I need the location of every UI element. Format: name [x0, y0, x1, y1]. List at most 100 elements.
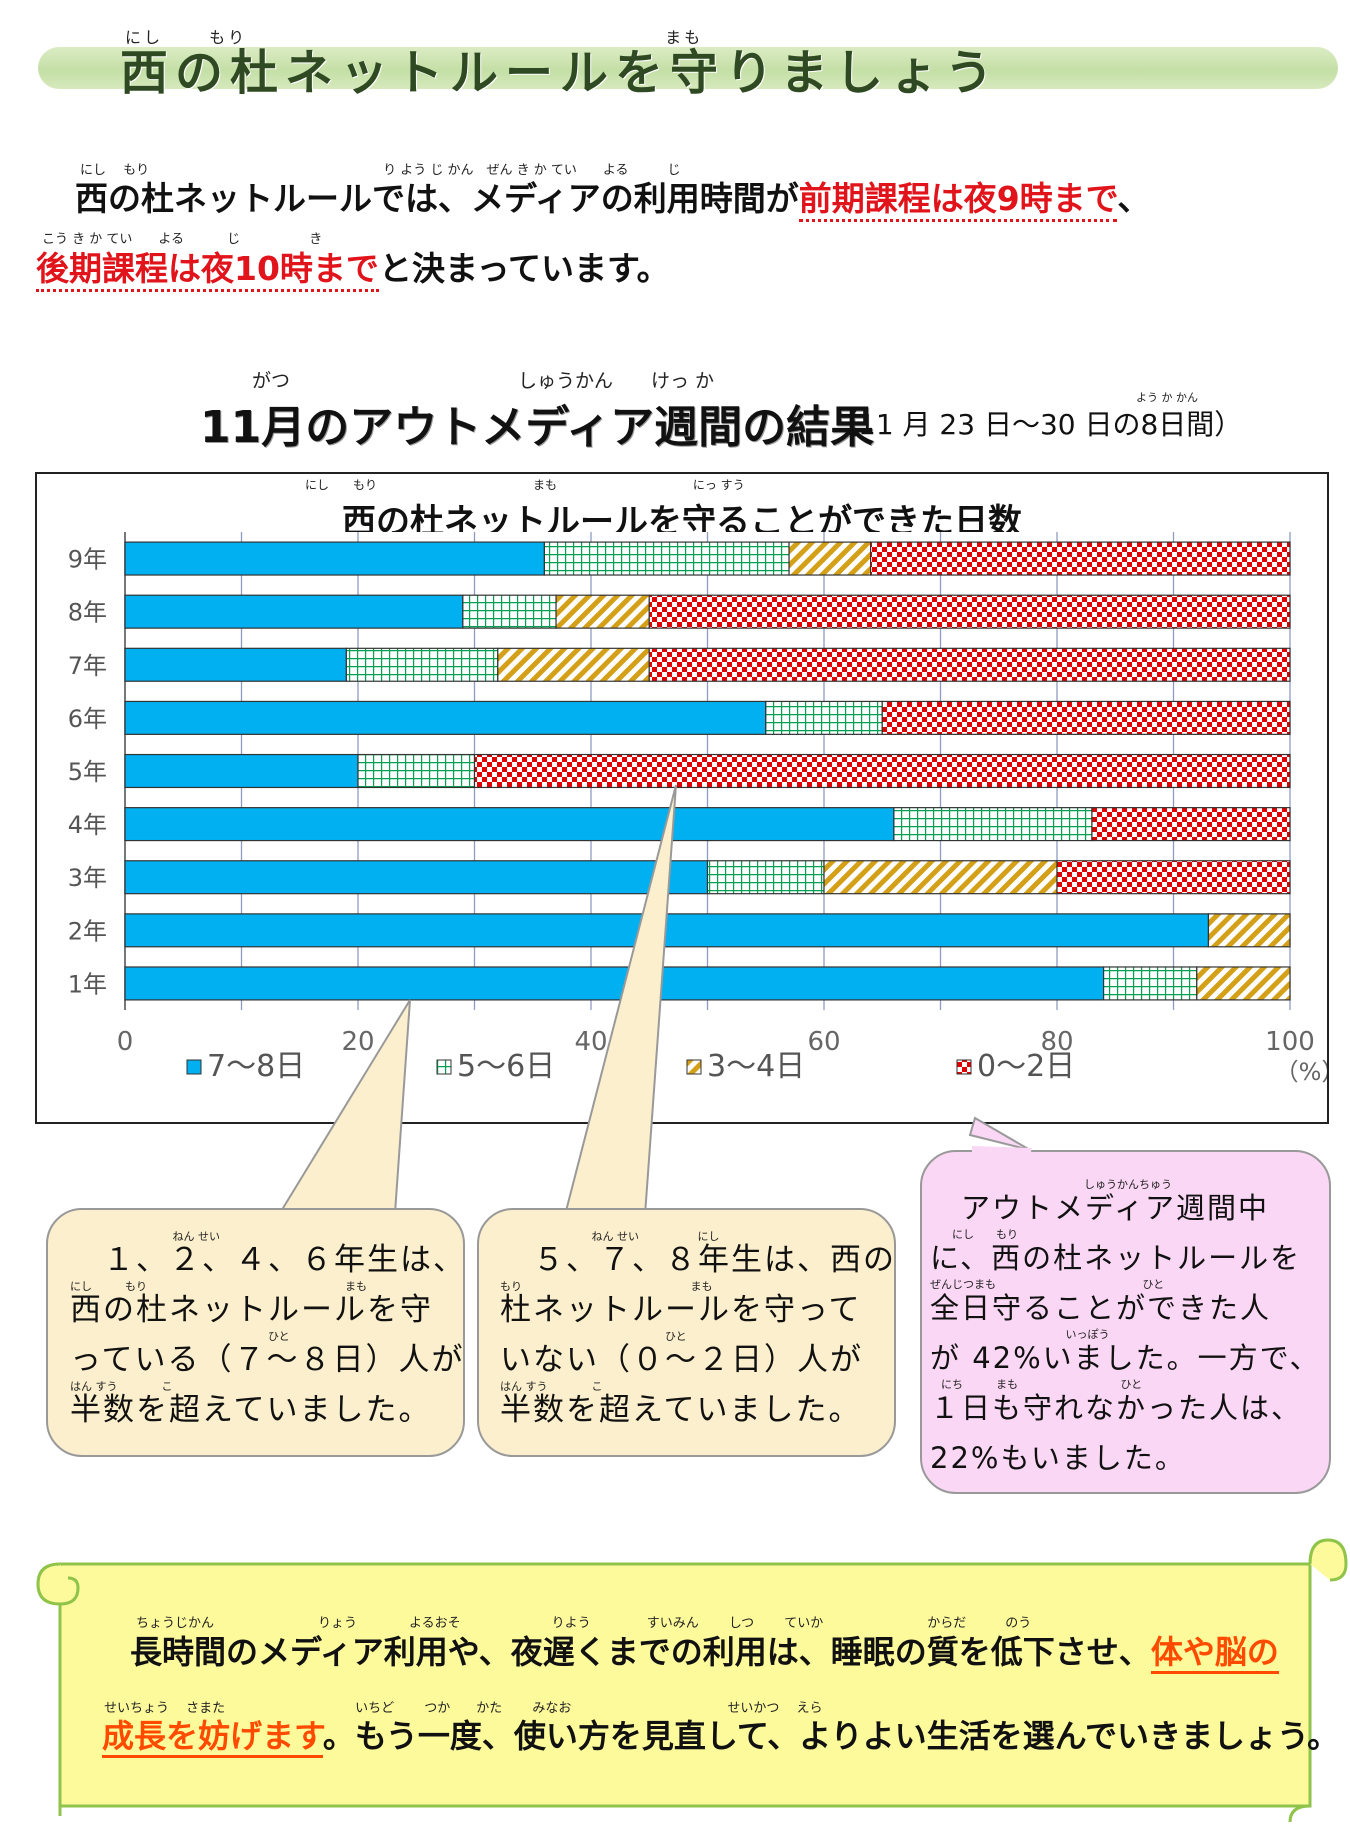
bubble-1-line: 西の杜ネットルールを守 — [70, 1292, 433, 1328]
bubble-3-line: 22%もいました。 — [930, 1441, 1186, 1475]
category-label: 3年 — [68, 864, 107, 892]
footer-line2-ruby: せいちょう さまた いちど つか かた みなお せいかつ えら — [104, 1701, 823, 1716]
legend-swatch-3 — [686, 1059, 702, 1075]
bar-3年-series-3 — [823, 860, 1058, 895]
section-title-ruby: がつ しゅうかん けっ か — [252, 370, 715, 392]
intro-line1-highlight: 前期課程は夜9時まで — [798, 179, 1118, 222]
bubble-1-ruby: ひと — [70, 1330, 290, 1343]
legend-swatch-2 — [436, 1059, 452, 1075]
page-title: 西の杜ネットルールを守りましょう — [120, 45, 1001, 101]
footer-line1: 長時間のメディア利用や、夜遅くまでの利用は、睡眠の質を低下させ、体や脳の — [130, 1627, 1279, 1674]
section-title: 11月のアウトメディア週間の結果 — [200, 402, 875, 453]
footer-line1-highlight: 体や脳の — [1150, 1633, 1279, 1674]
intro-line1: 西の杜ネットルールでは、メディアの利用時間が前期課程は夜9時まで、 — [75, 172, 1151, 222]
bar-1年-series-3 — [1196, 966, 1291, 1001]
bubble-2-line: 半数を超えていました。 — [500, 1392, 862, 1428]
chart-title-ruby: にし もり まも にっ すう — [305, 478, 745, 492]
legend-label-4: 0～2日 — [977, 1049, 1075, 1084]
bar-5年-series-4 — [473, 753, 1291, 789]
bar-8年-series-1 — [124, 594, 464, 629]
category-label: 6年 — [68, 705, 107, 733]
bubble-2-ruby: ひと — [500, 1330, 687, 1343]
intro-line2: 後期課程は夜10時までと決まっています。 — [36, 242, 670, 292]
x-tick-label: 0 — [117, 1027, 134, 1057]
bar-6年-series-1 — [124, 700, 767, 735]
x-tick-label: 60 — [807, 1027, 840, 1057]
bar-9年-series-4 — [869, 541, 1291, 576]
bar-2年-series-1 — [124, 913, 1210, 948]
bubble-1-ruby: はん すう こ — [70, 1380, 173, 1393]
bar-8年-series-3 — [555, 594, 650, 629]
bar-6年-series-4 — [881, 700, 1291, 735]
bar-2年-series-3 — [1207, 913, 1291, 948]
footer-line2: 成長を妨げます。もう一度、使い方を見直して、よりよい生活を選んでいきましょう。 — [102, 1711, 1339, 1758]
intro-line2-highlight: 後期課程は夜10時まで — [36, 249, 379, 292]
footer-scroll — [36, 1538, 1348, 1823]
bar-3年-series-4 — [1056, 860, 1291, 895]
bar-8年-series-4 — [648, 594, 1291, 629]
category-label: 8年 — [68, 599, 107, 627]
bar-7年-series-1 — [124, 647, 347, 682]
banner-ruby: にし もり まも — [125, 28, 704, 47]
bubble-2-ruby: はん すう こ — [500, 1380, 603, 1393]
footer-line2-highlight: 成長を妨げます — [102, 1717, 323, 1758]
intro-line2-ruby: こう き か てい よる じ き — [42, 232, 323, 247]
bar-3年-series-1 — [124, 860, 709, 895]
legend-swatch-4 — [956, 1059, 972, 1075]
x-tick-label: 100 — [1265, 1027, 1315, 1057]
chart-plot: 9年 8年 7年 6年 5年 4年 3年 2年 1年 0 20 40 60 80 100（%） 7～8日 5～6… — [68, 532, 1327, 1086]
bubble-3-line: １日も守れなかった人は、 — [930, 1391, 1303, 1425]
callout-bubble-2 — [477, 1208, 896, 1457]
footer-line1-text: 長時間のメディア利用や、夜遅くまでの利用は、睡眠の質を低下させ、 — [130, 1633, 1151, 1671]
bar-9年-series-3 — [788, 541, 872, 576]
category-label: 1年 — [68, 970, 107, 998]
bar-3年-series-2 — [706, 860, 825, 895]
bubble-3-ruby: にち まも ひと — [930, 1378, 1143, 1391]
bar-5年-series-1 — [124, 753, 359, 789]
legend-label-3: 3～4日 — [707, 1049, 805, 1084]
bubble-2-line: ５、７、８年生は、西の — [500, 1242, 896, 1278]
bar-4年-series-2 — [893, 807, 1093, 842]
bubble-2-line: いない（０～２日）人が — [500, 1342, 863, 1378]
bubble-2-ruby: ねん せい にし — [500, 1230, 720, 1243]
bar-9年-series-1 — [124, 541, 545, 576]
category-label: 2年 — [68, 917, 107, 945]
bar-4年-series-4 — [1091, 807, 1291, 842]
intro-line2-text: と決まっています。 — [378, 249, 670, 288]
x-tick-label: 40 — [574, 1027, 607, 1057]
bubble-3-ruby: いっぽう — [930, 1328, 1110, 1341]
category-label: 4年 — [68, 811, 107, 839]
bubble-3-ruby: ぜんじつまも ひと — [930, 1278, 1165, 1291]
section-period: （11 月 23 日～30 日の8日間） — [830, 408, 1243, 441]
x-tick-label: 80 — [1040, 1027, 1073, 1057]
legend-label-1: 7～8日 — [207, 1049, 305, 1084]
category-label: 5年 — [68, 758, 107, 786]
bubble-3-line: 全日守ることができた人 — [930, 1291, 1272, 1325]
bubble-1-line: 半数を超えていました。 — [70, 1392, 432, 1428]
bubble-3-line: に、西の杜ネットルールを — [930, 1241, 1302, 1275]
bar-6年-series-2 — [765, 700, 883, 735]
intro-line1-ruby: にし もり り よう じ かん ぜん き か てい よる じ — [80, 163, 681, 178]
bar-7年-series-4 — [648, 647, 1291, 682]
bar-8年-series-2 — [462, 594, 557, 629]
bubble-1-ruby: にし もり まも — [70, 1280, 367, 1293]
category-label: 9年 — [68, 546, 107, 574]
bubble-1-ruby: ねん せい — [70, 1230, 220, 1243]
bar-7年-series-2 — [345, 647, 499, 682]
bar-1年-series-1 — [124, 966, 1105, 1001]
footer-line1-ruby: ちょうじかん りょう よるおそ りよう すいみん しつ ていか からだ のう — [136, 1616, 1032, 1631]
section-period-ruby: よう か かん — [1136, 391, 1198, 404]
bar-7年-series-3 — [497, 647, 650, 682]
intro-line1-end: 、 — [1117, 179, 1151, 218]
bar-5年-series-2 — [357, 753, 476, 789]
bubble-2-ruby: もり まも — [500, 1280, 713, 1293]
bubble-3-line: アウトメディア週間中 — [930, 1191, 1269, 1225]
intro-line1-text: 西の杜ネットルールでは、メディアの利用時間が — [75, 179, 799, 218]
legend-label-2: 5～6日 — [457, 1049, 555, 1084]
bubble-3-line: が 42%いました。一方で、 — [930, 1341, 1321, 1375]
x-unit-label: （%） — [1275, 1058, 1327, 1086]
callout-bubble-3 — [920, 1150, 1331, 1494]
bubble-1-line: っている（７～８日）人が — [70, 1342, 465, 1378]
callout-bubble-1 — [46, 1208, 465, 1457]
bubble-3-ruby: にし もり — [930, 1228, 1018, 1241]
